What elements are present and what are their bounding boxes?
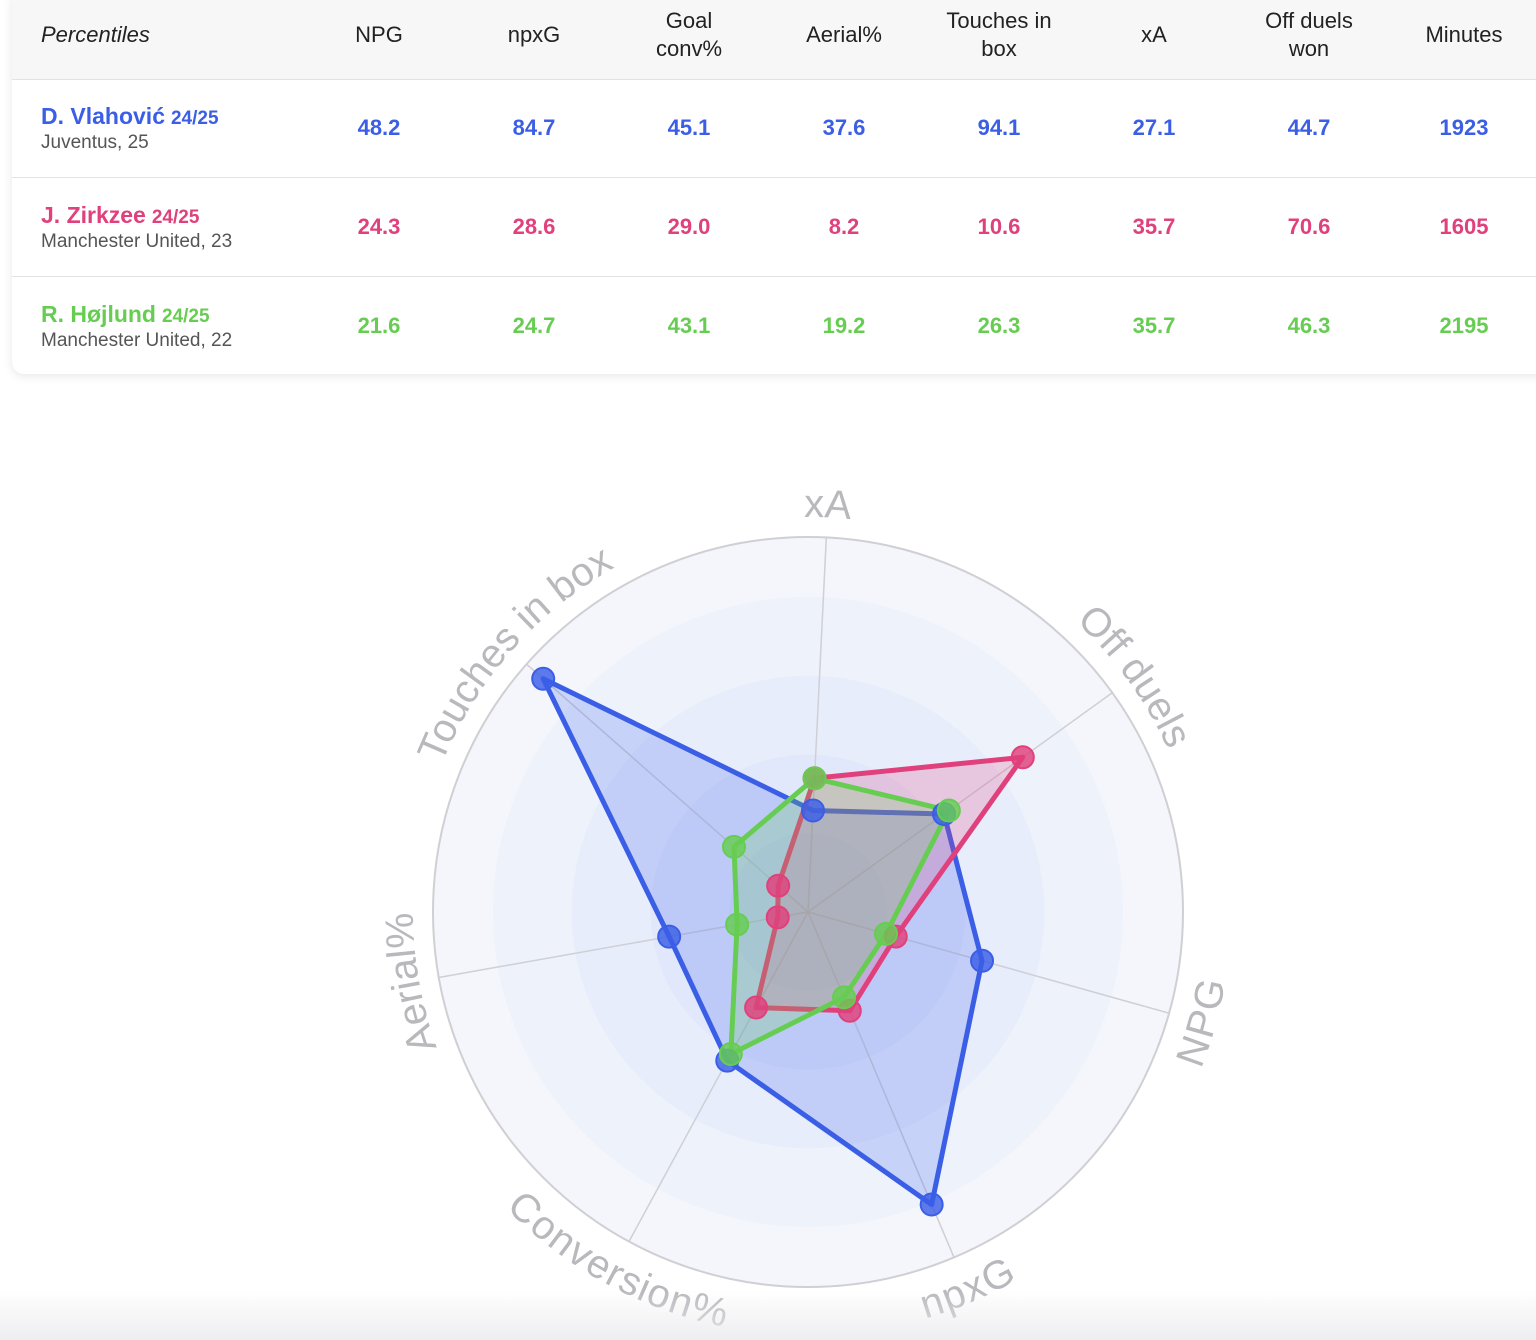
data-point[interactable] (832, 985, 857, 1010)
header-npxg: npxG (507, 22, 561, 47)
axis-label: xA (804, 482, 854, 528)
header-touches-in-box: Touches in box (946, 8, 1052, 61)
player-name[interactable]: J. Zirkzee 24/25 (41, 202, 200, 228)
value-npg: 48.2 (357, 115, 401, 140)
value-off-duels-won: 70.6 (1287, 214, 1331, 239)
series-area (728, 775, 952, 1057)
value-npxg: 24.7 (512, 313, 556, 338)
data-point[interactable] (657, 924, 682, 949)
player-club-age: Juventus, 25 (41, 132, 149, 153)
value-npxg: 84.7 (512, 115, 556, 140)
player-name[interactable]: D. Vlahović 24/25 (41, 103, 219, 129)
table-row-vlahovic[interactable]: D. Vlahović 24/25 Juventus, 25 48.2 84.7 … (12, 79, 1536, 178)
data-point[interactable] (802, 766, 827, 791)
data-point[interactable] (970, 948, 995, 973)
data-point[interactable] (919, 1192, 944, 1217)
value-touches-in-box: 94.1 (977, 115, 1021, 140)
value-minutes: 1923 (1439, 115, 1489, 140)
axis-line (807, 537, 828, 913)
data-point[interactable] (766, 873, 791, 898)
data-point[interactable] (800, 798, 825, 823)
axis-line (807, 692, 1113, 913)
data-point[interactable] (936, 798, 961, 823)
data-point[interactable] (531, 666, 556, 691)
header-goal-conv: Goal conv% (655, 8, 723, 61)
axis-line (628, 911, 809, 1242)
header-xa: xA (1141, 22, 1167, 47)
table-row-zirkzee[interactable]: J. Zirkzee 24/25 Manchester United, 23 24… (12, 178, 1536, 277)
player-name[interactable]: R. Højlund 24/25 (41, 301, 210, 327)
series-area (540, 676, 985, 1208)
header-npg: NPG (355, 22, 403, 47)
player-club-age: Manchester United, 23 (41, 231, 233, 252)
value-xa: 35.7 (1132, 214, 1176, 239)
value-goal-conv: 43.1 (667, 313, 711, 338)
value-xa: 35.7 (1132, 313, 1176, 338)
data-point[interactable] (1010, 745, 1035, 770)
player-club-age: Manchester United, 22 (41, 330, 233, 351)
value-touches-in-box: 26.3 (977, 313, 1021, 338)
data-point[interactable] (721, 834, 746, 859)
data-point[interactable] (744, 995, 769, 1020)
value-goal-conv: 29.0 (667, 214, 711, 239)
value-aerial: 8.2 (828, 214, 860, 239)
percentiles-table: Percentiles NPG npxG Goal conv% Aerial% … (12, 0, 1536, 374)
value-minutes: 1605 (1439, 214, 1489, 239)
header-minutes: Minutes (1425, 22, 1503, 47)
header-aerial: Aerial% (806, 22, 882, 47)
value-minutes: 2195 (1439, 313, 1489, 338)
value-npxg: 28.6 (512, 214, 556, 239)
table-header-row: Percentiles NPG npxG Goal conv% Aerial% … (12, 0, 1536, 80)
table-row-hojlund[interactable]: R. Højlund 24/25 Manchester United, 22 21… (12, 277, 1536, 374)
value-goal-conv: 45.1 (667, 115, 711, 140)
value-touches-in-box: 10.6 (977, 214, 1021, 239)
axis-label: NPG (1168, 975, 1234, 1072)
value-xa: 27.1 (1132, 115, 1176, 140)
value-aerial: 37.6 (822, 115, 866, 140)
value-npg: 21.6 (357, 313, 401, 338)
data-point[interactable] (873, 921, 898, 946)
header-off-duels-won: Off duels won (1265, 8, 1353, 61)
data-point[interactable] (725, 912, 750, 937)
header-percentiles: Percentiles (41, 22, 150, 47)
outer-ring (432, 536, 1184, 1288)
value-npg: 24.3 (357, 214, 401, 239)
axis-line (526, 663, 809, 913)
value-aerial: 19.2 (822, 313, 866, 338)
value-off-duels-won: 46.3 (1287, 313, 1331, 338)
data-point[interactable] (718, 1042, 743, 1067)
data-point[interactable] (765, 905, 790, 930)
value-off-duels-won: 44.7 (1287, 115, 1331, 140)
